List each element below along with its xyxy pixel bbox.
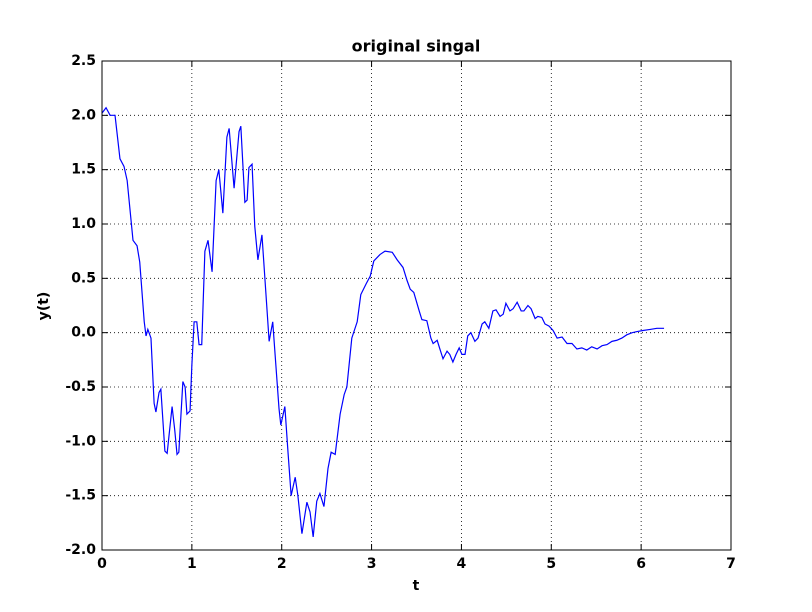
y-tick-label: -1.0 [65,433,96,449]
y-tick-label: 2.5 [71,53,96,69]
x-tick-label: 4 [457,556,467,572]
x-tick-label: 1 [187,556,197,572]
x-axis-label: t [413,578,420,594]
plot-frame [101,60,732,551]
y-tick-label: 0.5 [71,270,96,286]
x-tick-label: 5 [546,556,556,572]
x-tick-label: 3 [367,556,377,572]
y-tick-label: 0.0 [71,325,96,341]
x-tick-label: 7 [726,556,736,572]
x-tick-label: 2 [277,556,287,572]
y-tick-label: -0.5 [65,379,96,395]
y-tick-label: -1.5 [65,488,96,504]
y-axis-label: y(t) [36,292,52,321]
data-line [101,106,665,538]
y-tick-label: -2.0 [65,542,96,558]
y-tick-label: 1.0 [71,216,96,232]
y-tick-label: 1.5 [71,162,96,178]
y-tick-label: 2.0 [71,107,96,123]
x-tick-label: 0 [97,556,107,572]
chart-title: original singal [352,37,481,56]
x-tick-label: 6 [636,556,646,572]
